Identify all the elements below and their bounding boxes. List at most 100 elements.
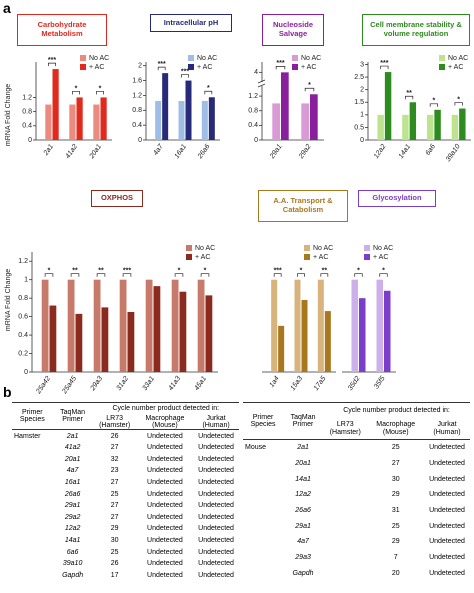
significance-label: *: [48, 268, 51, 275]
x-tick-label: 29a2: [297, 143, 312, 161]
value-cell: 30: [391, 475, 400, 483]
value-cell: Undetected: [198, 560, 234, 568]
species-cell: [243, 565, 283, 581]
species-cell: [12, 500, 53, 512]
primer-cell: 4a7: [297, 538, 309, 546]
y-tick-label: 0: [138, 137, 142, 144]
primer-cell: 16a1: [64, 478, 81, 486]
bar: [153, 286, 161, 372]
y-tick-label: 1: [360, 112, 364, 119]
y-tick-label: 1.2: [18, 258, 28, 265]
y-tick-label: 1.2: [22, 94, 32, 101]
bar: [281, 72, 289, 140]
bar: [100, 97, 107, 140]
table-row: Hamster 2a1 26 Undetected Undetected: [12, 430, 239, 442]
significance-label: **: [98, 268, 104, 275]
bar: [301, 300, 308, 372]
legend-label: + AC: [373, 254, 388, 261]
value-cell: Undetected: [429, 522, 465, 530]
value-cell: Undetected: [198, 548, 234, 556]
species-cell: [12, 442, 53, 454]
bar: [351, 279, 358, 372]
y-tick-label: 4: [254, 69, 258, 76]
legend-swatch: [186, 245, 192, 251]
value-cell: 25: [391, 444, 400, 452]
column-header: Macrophage (Mouse): [367, 418, 424, 440]
species-cell: [12, 558, 53, 570]
value-cell: Undetected: [429, 538, 465, 546]
x-tick-label: 12a2: [373, 143, 388, 160]
bar: [171, 279, 179, 372]
value-cell: Undetected: [147, 432, 183, 440]
bar: [127, 312, 135, 372]
column-header: Jurkat (Human): [424, 418, 470, 440]
significance-bracket: [380, 65, 389, 70]
significance-label: *: [300, 268, 303, 275]
value-cell: Undetected: [429, 569, 465, 577]
x-tick-label: 1a4: [268, 375, 280, 389]
bar: [145, 279, 153, 372]
bar: [310, 94, 318, 140]
x-tick-label: 26a6: [196, 143, 211, 161]
species-cell: [12, 511, 53, 523]
table-row: 26a6 25 Undetected Undetected: [12, 488, 239, 500]
x-tick-label: 20a1: [88, 143, 103, 161]
y-tick-label: 0.2: [18, 350, 28, 357]
value-cell: Undetected: [147, 536, 183, 544]
column-header: TaqMan Primer: [283, 402, 324, 440]
table-row: Mouse 2a1 25 Undetected: [243, 439, 470, 455]
x-tick-label: 16a1: [173, 143, 188, 160]
value-cell: Undetected: [147, 525, 183, 533]
species-cell: Mouse: [245, 444, 267, 452]
significance-bracket: [204, 90, 213, 95]
bar: [451, 114, 459, 140]
primer-cell: 14a1: [295, 475, 311, 483]
value-cell: 27: [110, 444, 119, 452]
chart-title: Carbohydrate Metabolism: [17, 14, 107, 46]
value-cell: [323, 565, 367, 581]
significance-label: *: [207, 85, 210, 92]
table-row: Gapdh 17 Undetected Undetected: [12, 569, 239, 581]
bar: [271, 279, 278, 372]
panel-label: a: [3, 0, 11, 16]
value-cell: 27: [391, 460, 400, 467]
primer-cell: 29a1: [295, 522, 311, 530]
legend-swatch: [292, 64, 298, 70]
legend-swatch: [364, 245, 370, 251]
bar: [208, 97, 215, 140]
x-tick-label: 35d2: [347, 375, 362, 392]
y-tick-label: 0: [360, 137, 364, 144]
species-cell: [12, 546, 53, 558]
value-cell: Undetected: [147, 560, 183, 568]
significance-bracket: [379, 273, 388, 277]
chart-title: A.A. Transport & Catabolism: [258, 190, 348, 222]
species-cell: Hamster: [14, 432, 41, 440]
column-header: LR73 (Hamster): [323, 418, 368, 440]
significance-bracket: [48, 62, 56, 67]
table-row: 29a3 7 Undetected: [243, 550, 470, 566]
value-cell: [323, 456, 367, 472]
y-tick-label: 0.8: [18, 295, 28, 302]
value-cell: Undetected: [198, 444, 234, 452]
y-tick-label: 0.4: [18, 332, 28, 339]
table-row: 39a10 26 Undetected Undetected: [12, 558, 239, 570]
value-cell: 17: [110, 571, 119, 579]
legend-swatch: [186, 254, 192, 260]
bar: [179, 291, 187, 372]
group-header: Cycle number product detected in:: [323, 401, 470, 419]
bar: [75, 313, 83, 372]
x-tick-label: 25a45: [61, 375, 79, 395]
y-tick-label: 0.5: [354, 124, 364, 131]
primer-cell: 20a1: [64, 455, 81, 463]
significance-bracket: [354, 273, 363, 277]
value-cell: Undetected: [198, 478, 234, 486]
table-section: Primer Species TaqMan Primer Cycle number …: [243, 401, 470, 581]
significance-label: **: [406, 90, 412, 97]
bar: [324, 311, 331, 372]
primer-table: Primer Species TaqMan Primer Cycle number …: [12, 401, 470, 581]
value-cell: 27: [110, 502, 119, 510]
significance-bracket: [200, 273, 210, 277]
primer-cell: 20a1: [295, 460, 311, 467]
bar: [272, 103, 280, 140]
